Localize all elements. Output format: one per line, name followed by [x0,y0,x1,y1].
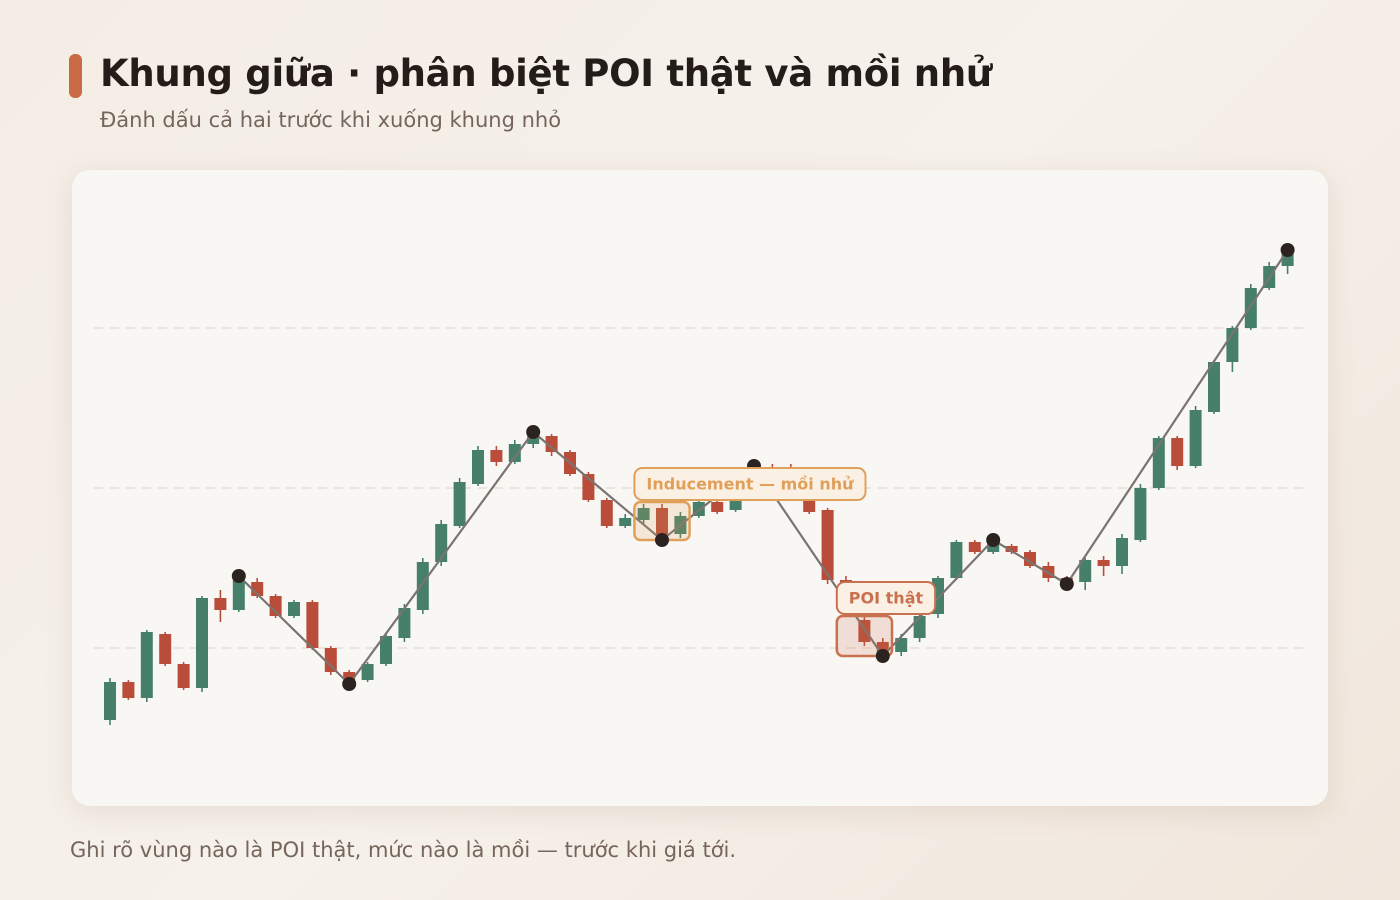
candle-body [159,634,172,664]
zone-label: POI thật [849,589,924,608]
candle-body [637,508,650,520]
candle-body [545,436,558,452]
candle-body [177,664,190,688]
candle-body [398,608,411,638]
zone-label-bg [633,467,867,501]
candle-body [711,502,724,512]
candle-body [214,598,227,610]
candle-body [968,542,981,552]
candle-body [380,636,392,664]
candle-body [196,598,208,688]
candle-body [472,450,484,484]
title: Khung giữa · phân biệt POI thật và mồi n… [100,52,992,95]
zone-label-bg [835,581,937,615]
candle-body [1097,560,1110,566]
candle-body [1208,362,1220,412]
candle-body [324,648,337,672]
candle-body [803,498,816,512]
caption: Ghi rõ vùng nào là POI thật, mức nào là … [70,838,737,862]
swing-point [231,569,246,583]
candle-body [895,638,908,652]
candle-body [361,664,374,680]
candle-body [1281,254,1294,266]
swing-point [986,533,1001,547]
swing-point [1059,577,1074,591]
candle-body [821,510,834,580]
candle-body [1171,438,1184,466]
candle-body [232,580,245,610]
swing-point [655,533,669,547]
candle-body [1079,560,1092,582]
candle-body [453,482,466,526]
candle-body [913,616,926,638]
candle-body [490,450,503,462]
candle-body [140,632,153,698]
swing-point [526,425,541,439]
candle-body [508,444,521,462]
candle-body [343,672,356,680]
candle-body [619,518,632,526]
zone-box [835,614,894,658]
candle-body [1244,288,1257,328]
candle-body [1189,410,1202,466]
candle-body [416,562,429,610]
candle-body [600,500,613,526]
candle-body [306,602,319,648]
swing-point [342,677,357,691]
candle-body [1116,538,1128,566]
candle-body [122,682,135,698]
candle-body [1024,552,1036,566]
candle-body [1134,488,1147,540]
title-accent [69,54,82,98]
zone-label: Inducement — mồi nhử [646,475,854,494]
candle-body [104,682,116,720]
candle-body [288,602,300,616]
candle-body [950,542,963,578]
candle-body [656,508,668,538]
swing-point [875,649,890,663]
candle-body [1005,546,1018,552]
subtitle: Đánh dấu cả hai trước khi xuống khung nh… [100,108,562,132]
candle-body [269,596,282,616]
swing-point [1280,243,1295,257]
